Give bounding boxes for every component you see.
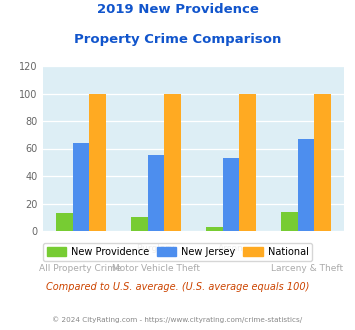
- Text: Larceny & Theft: Larceny & Theft: [271, 264, 343, 273]
- Text: Arson: Arson: [218, 244, 244, 253]
- Bar: [73, 143, 89, 231]
- Bar: [297, 139, 314, 231]
- Bar: [164, 93, 181, 231]
- Bar: [148, 155, 164, 231]
- Bar: [131, 217, 148, 231]
- Bar: [281, 212, 297, 231]
- Text: 2019 New Providence: 2019 New Providence: [97, 3, 258, 16]
- Legend: New Providence, New Jersey, National: New Providence, New Jersey, National: [43, 243, 312, 261]
- Text: All Property Crime: All Property Crime: [39, 264, 121, 273]
- Text: Property Crime Comparison: Property Crime Comparison: [74, 33, 281, 46]
- Bar: [89, 93, 106, 231]
- Bar: [223, 158, 239, 231]
- Text: Burglary: Burglary: [137, 244, 175, 253]
- Text: Motor Vehicle Theft: Motor Vehicle Theft: [112, 264, 200, 273]
- Text: Compared to U.S. average. (U.S. average equals 100): Compared to U.S. average. (U.S. average …: [46, 282, 309, 292]
- Bar: [239, 93, 256, 231]
- Bar: [206, 227, 223, 231]
- Bar: [56, 213, 73, 231]
- Bar: [314, 93, 331, 231]
- Text: © 2024 CityRating.com - https://www.cityrating.com/crime-statistics/: © 2024 CityRating.com - https://www.city…: [53, 317, 302, 323]
